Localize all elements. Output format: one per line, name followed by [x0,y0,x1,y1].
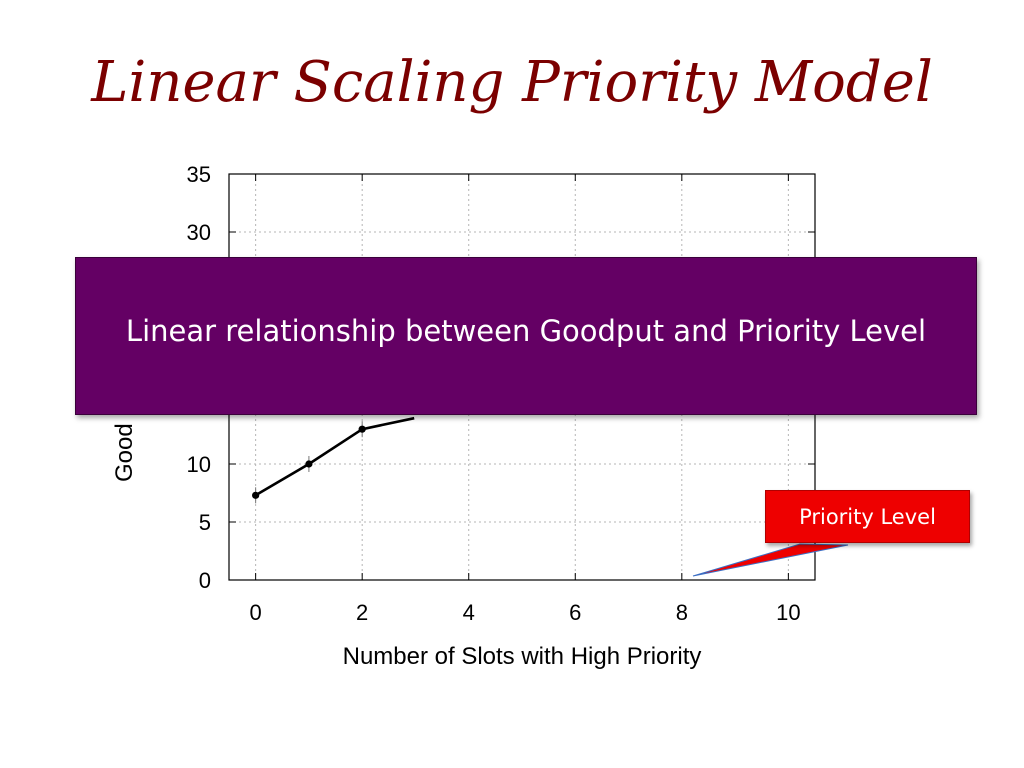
y-axis-title: Good [111,423,138,482]
x-tick-label: 8 [676,600,688,625]
y-tick-label: 35 [187,162,211,187]
y-tick-label: 30 [187,220,211,245]
priority-level-label: Priority Level [765,490,970,543]
x-tick-label: 2 [356,600,368,625]
label-pointer [692,543,849,577]
slide-title: Linear Scaling Priority Model [91,50,933,115]
y-tick-label: 5 [199,510,211,535]
y-tick-label: 10 [187,452,211,477]
callout-text: Linear relationship between Goodput and … [125,314,927,348]
y-tick-label: 0 [199,568,211,593]
x-axis: 0 2 4 6 8 10 [250,174,801,625]
x-tick-label: 4 [463,600,475,625]
data-point [358,425,366,433]
x-tick-label: 6 [569,600,581,625]
x-tick-label: 10 [776,600,800,625]
series-layer [252,416,415,504]
data-point [305,460,313,468]
x-tick-label: 0 [250,600,262,625]
callout-box: Linear relationship between Goodput and … [75,257,977,415]
priority-level-label-text: Priority Level [799,504,936,529]
data-point [252,491,260,499]
x-axis-title: Number of Slots with High Priority [343,643,702,670]
series-line [254,416,415,497]
